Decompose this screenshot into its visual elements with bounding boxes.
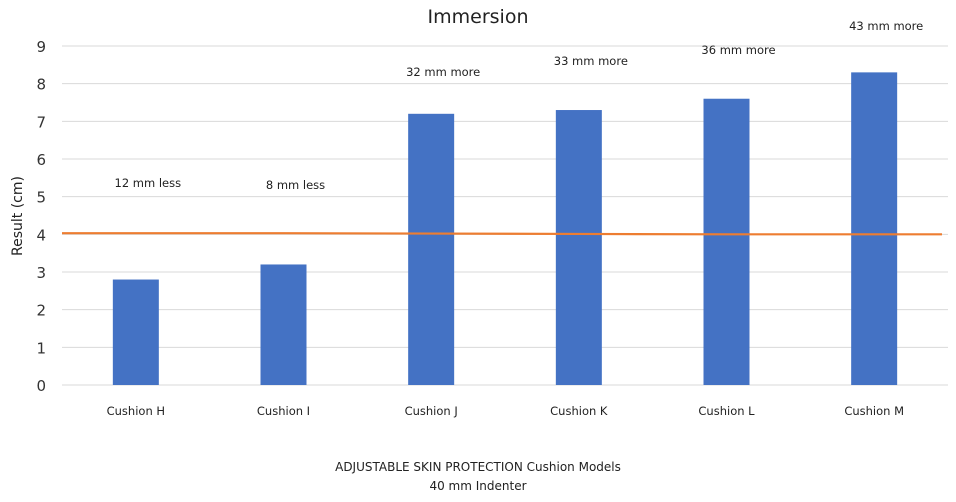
y-tick-label: 4 [36,226,46,244]
bar-annotation: 43 mm more [849,19,923,33]
x-tick-label: Cushion I [257,404,310,418]
x-tick-label: Cushion K [550,404,608,418]
bar [260,264,307,385]
y-tick-label: 1 [36,339,46,357]
chart-title: Immersion [427,6,529,28]
y-tick-label: 7 [36,113,46,131]
x-tick-label: Cushion M [844,404,904,418]
x-tick-label: Cushion J [405,404,458,418]
y-tick-label: 0 [36,377,46,395]
bar [408,113,455,386]
y-tick-label: 6 [36,151,46,169]
y-tick-label: 3 [36,264,46,282]
x-tick-label: Cushion L [698,404,755,418]
x-axis-subtitle: 40 mm Indenter [429,479,527,493]
y-tick-label: 9 [36,38,46,56]
x-axis-title: ADJUSTABLE SKIN PROTECTION Cushion Model… [335,460,621,474]
bar [851,72,898,385]
bar [555,110,602,386]
bar-annotation: 36 mm more [701,43,775,57]
y-tick-label: 2 [36,302,46,320]
reference-line [62,232,942,236]
bar [703,98,750,385]
bar-annotation: 33 mm more [554,54,628,68]
bar-annotation: 32 mm more [406,65,480,79]
bar [112,279,159,385]
x-tick-label: Cushion H [107,404,165,418]
y-tick-label: 5 [36,189,46,207]
bar-annotation: 12 mm less [115,176,182,190]
y-tick-label: 8 [36,76,46,94]
bar-annotation: 8 mm less [266,178,325,192]
